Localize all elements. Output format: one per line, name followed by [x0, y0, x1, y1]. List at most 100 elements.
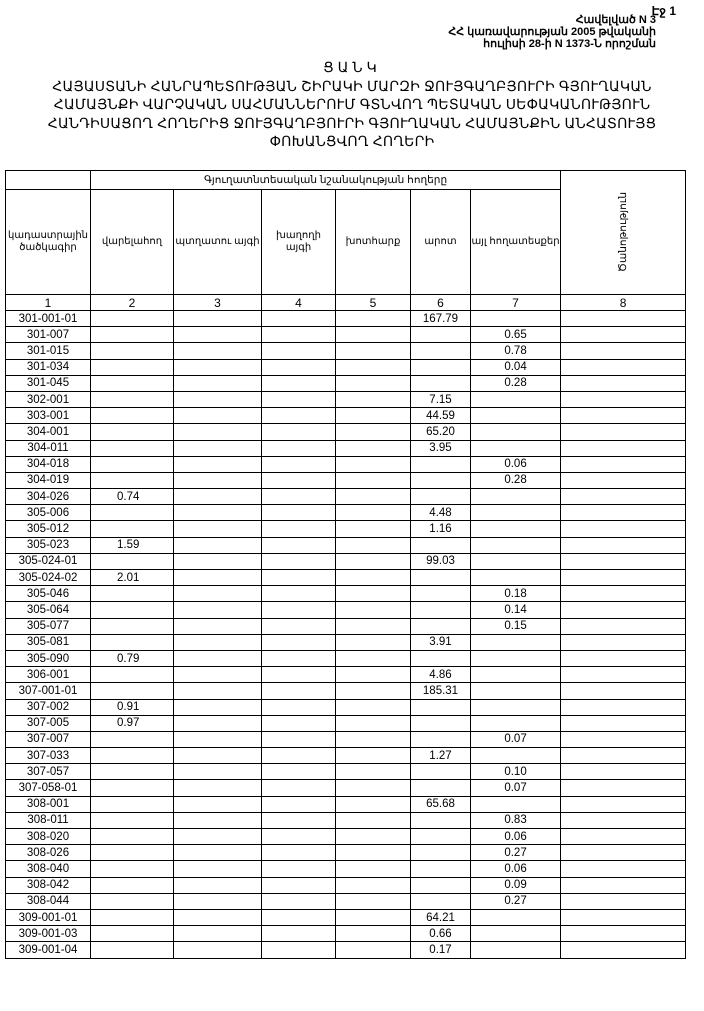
area-cell — [90, 827, 174, 846]
cadastral-code-cell: 301-015 — [5, 342, 91, 360]
area-cell — [335, 795, 411, 813]
area-cell: 0.83 — [469, 811, 562, 830]
area-cell — [261, 455, 336, 473]
table-row: 301-015 0.78 — [5, 342, 687, 360]
cadastral-code-cell: 305-064 — [5, 601, 91, 619]
area-cell — [173, 779, 262, 797]
area-cell: 3.95 — [410, 439, 471, 457]
area-cell — [410, 779, 471, 797]
area-cell — [173, 844, 262, 862]
area-cell — [335, 892, 411, 910]
area-cell — [560, 504, 687, 522]
area-cell — [410, 827, 471, 846]
area-cell — [335, 536, 411, 554]
area-cell: 185.31 — [410, 682, 471, 700]
area-cell — [469, 439, 562, 457]
cadastral-code-cell: 305-023 — [5, 536, 91, 554]
area-cell: 0.78 — [469, 342, 562, 360]
area-cell — [335, 908, 411, 927]
cadastral-code-cell: 305-046 — [5, 585, 91, 603]
cadastral-code-cell: 301-045 — [5, 374, 91, 392]
area-cell: 0.06 — [469, 860, 562, 878]
area-cell — [469, 666, 562, 684]
area-cell — [90, 779, 174, 797]
area-cell — [335, 488, 411, 506]
area-cell — [560, 860, 687, 878]
area-cell — [335, 811, 411, 830]
area-cell — [560, 698, 687, 716]
area-cell — [173, 536, 262, 554]
area-cell — [469, 682, 562, 700]
column-number: 1 — [5, 294, 91, 311]
area-cell — [261, 827, 336, 846]
area-cell — [560, 682, 687, 700]
table-row: 304-001 65.20 — [5, 423, 687, 441]
area-cell — [560, 585, 687, 603]
area-cell — [410, 568, 471, 587]
table-row: 305-024-02 2.01 — [5, 568, 687, 587]
table-row: 308-042 0.09 — [5, 876, 687, 894]
area-cell — [410, 471, 471, 490]
area-cell — [410, 892, 471, 910]
area-cell — [469, 552, 562, 571]
cadastral-code-cell: 305-081 — [5, 633, 91, 651]
table-row: 305-046 0.18 — [5, 585, 687, 603]
area-cell — [261, 779, 336, 797]
area-cell — [261, 439, 336, 457]
area-cell — [560, 342, 687, 360]
area-cell — [335, 633, 411, 651]
area-cell — [560, 876, 687, 894]
page-number: Էջ 1 — [651, 4, 676, 18]
area-cell — [261, 585, 336, 603]
area-cell — [90, 941, 174, 959]
area-cell — [261, 617, 336, 635]
area-cell — [560, 455, 687, 473]
area-cell — [261, 633, 336, 651]
column-number: 8 — [560, 294, 687, 311]
area-cell: 0.15 — [469, 617, 562, 635]
area-cell — [261, 568, 336, 587]
area-cell — [335, 779, 411, 797]
cadastral-code-cell: 307-002 — [5, 698, 91, 716]
table-row: 304-019 0.28 — [5, 471, 687, 490]
area-cell: 0.10 — [469, 763, 562, 781]
area-cell — [560, 941, 687, 959]
area-cell — [90, 682, 174, 700]
table-row: 307-005 0.97 — [5, 714, 687, 732]
area-cell — [173, 617, 262, 635]
area-cell — [173, 730, 262, 749]
group-header: Գյուղատնտեսական նշանակության հողերը — [89, 170, 562, 190]
area-cell — [335, 827, 411, 846]
area-cell — [560, 649, 687, 668]
area-cell — [469, 747, 562, 765]
area-cell — [261, 941, 336, 959]
area-cell — [173, 439, 262, 457]
area-cell — [335, 763, 411, 781]
area-cell — [173, 374, 262, 392]
area-cell — [335, 876, 411, 894]
table-row: 308-026 0.27 — [5, 844, 687, 862]
area-cell — [335, 358, 411, 376]
area-cell — [335, 860, 411, 878]
area-cell: 0.79 — [90, 649, 174, 668]
area-cell — [410, 536, 471, 554]
area-cell — [560, 827, 687, 846]
table-row: 307-058-01 0.07 — [5, 779, 687, 797]
area-cell — [560, 730, 687, 749]
area-cell — [560, 908, 687, 927]
table-row: 302-001 7.15 — [5, 390, 687, 409]
area-cell — [560, 633, 687, 651]
column-header-arable: վարելահող — [90, 189, 174, 295]
area-cell — [90, 844, 174, 862]
area-cell — [261, 342, 336, 360]
area-cell — [335, 617, 411, 635]
area-cell — [173, 390, 262, 409]
area-cell — [560, 471, 687, 490]
area-cell — [173, 326, 262, 344]
area-cell — [173, 747, 262, 765]
area-cell — [173, 941, 262, 959]
table-row: 307-033 1.27 — [5, 747, 687, 765]
area-cell — [261, 811, 336, 830]
cadastral-code-cell: 308-001 — [5, 795, 91, 813]
area-cell — [560, 795, 687, 813]
